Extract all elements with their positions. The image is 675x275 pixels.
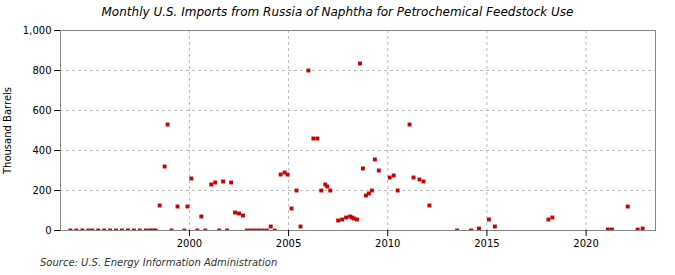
svg-text:2005: 2005 <box>276 238 301 249</box>
svg-text:2010: 2010 <box>375 238 400 249</box>
svg-text:2020: 2020 <box>573 238 598 249</box>
svg-text:2000: 2000 <box>177 238 202 249</box>
svg-text:400: 400 <box>32 145 51 156</box>
svg-text:600: 600 <box>32 105 51 116</box>
svg-text:Thousand Barrels: Thousand Barrels <box>2 87 13 175</box>
svg-text:1,000: 1,000 <box>23 25 52 36</box>
svg-text:2015: 2015 <box>474 238 499 249</box>
html-text:Source: U.S. Energy Informatio: Source: U.S. Energy Information Administ… <box>40 257 278 268</box>
svg-text:800: 800 <box>32 65 51 76</box>
html-text:Monthly U.S. Imports from Russ: Monthly U.S. Imports from Russia of Naph… <box>101 5 574 19</box>
svg-text:200: 200 <box>32 185 51 196</box>
svg-text:0: 0 <box>45 225 51 236</box>
